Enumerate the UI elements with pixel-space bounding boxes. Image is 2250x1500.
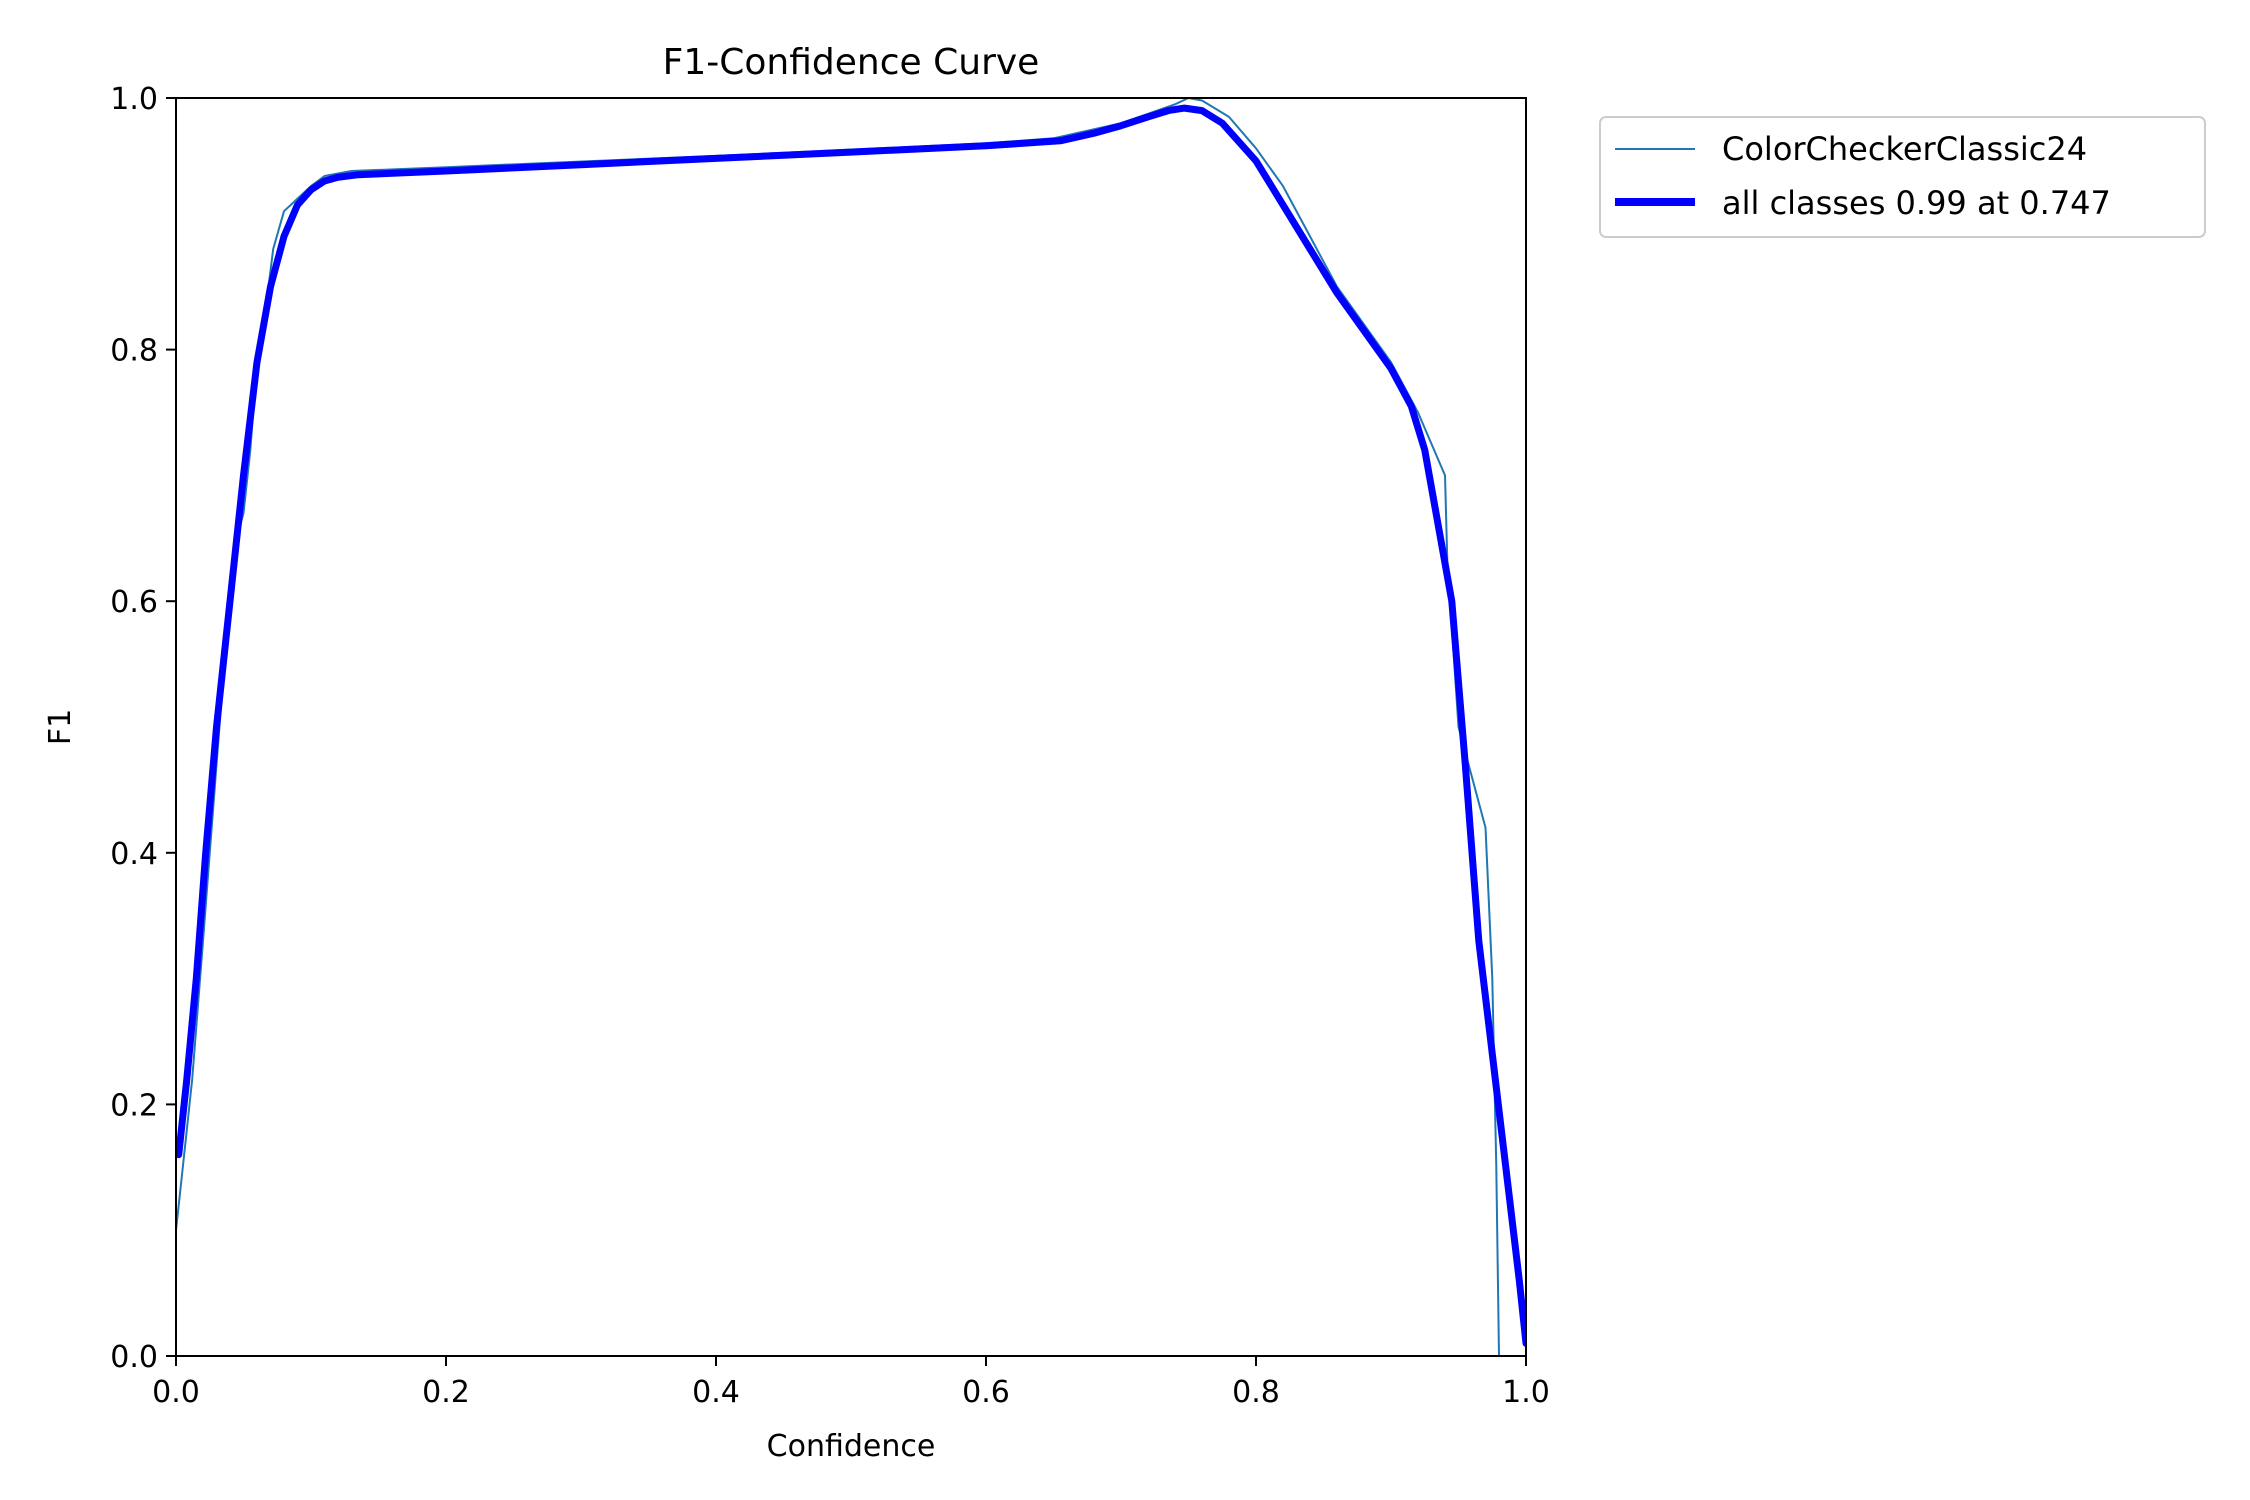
y-axis-ticks: 0.0 0.2 0.4 0.6 0.8 1.0: [110, 82, 176, 1375]
legend-label-all-classes: all classes 0.99 at 0.747: [1722, 184, 2111, 222]
series-line-all-classes: [176, 104, 1526, 1347]
chart-title: F1-Confidence Curve: [663, 42, 1040, 83]
plot-frame: [175, 97, 1527, 1357]
x-tick-label: 0.2: [422, 1375, 470, 1410]
y-tick-label: 0.6: [110, 585, 158, 620]
y-tick-label: 0.0: [110, 1340, 158, 1375]
y-tick-label: 0.8: [110, 334, 158, 369]
x-tick-label: 0.4: [692, 1375, 740, 1410]
x-tick-label: 0.6: [962, 1375, 1010, 1410]
legend: ColorCheckerClassic24 all classes 0.99 a…: [1599, 116, 2206, 238]
series-layer: [176, 98, 1526, 1356]
legend-label-colorcheckerclassic24: ColorCheckerClassic24: [1722, 130, 2087, 168]
plot-area: [176, 98, 1526, 1356]
y-tick-label: 0.2: [110, 1088, 158, 1123]
y-tick-label: 1.0: [110, 82, 158, 117]
x-axis-ticks: 0.0 0.2 0.4 0.6 0.8 1.0: [152, 1356, 1550, 1410]
y-tick-label: 0.4: [110, 837, 158, 872]
x-tick-label: 0.0: [152, 1375, 200, 1410]
y-axis-label: F1: [43, 709, 78, 745]
legend-frame: [1599, 116, 2206, 238]
x-tick-label: 0.8: [1232, 1375, 1280, 1410]
x-tick-label: 1.0: [1502, 1375, 1550, 1410]
x-axis-label: Confidence: [767, 1429, 936, 1464]
